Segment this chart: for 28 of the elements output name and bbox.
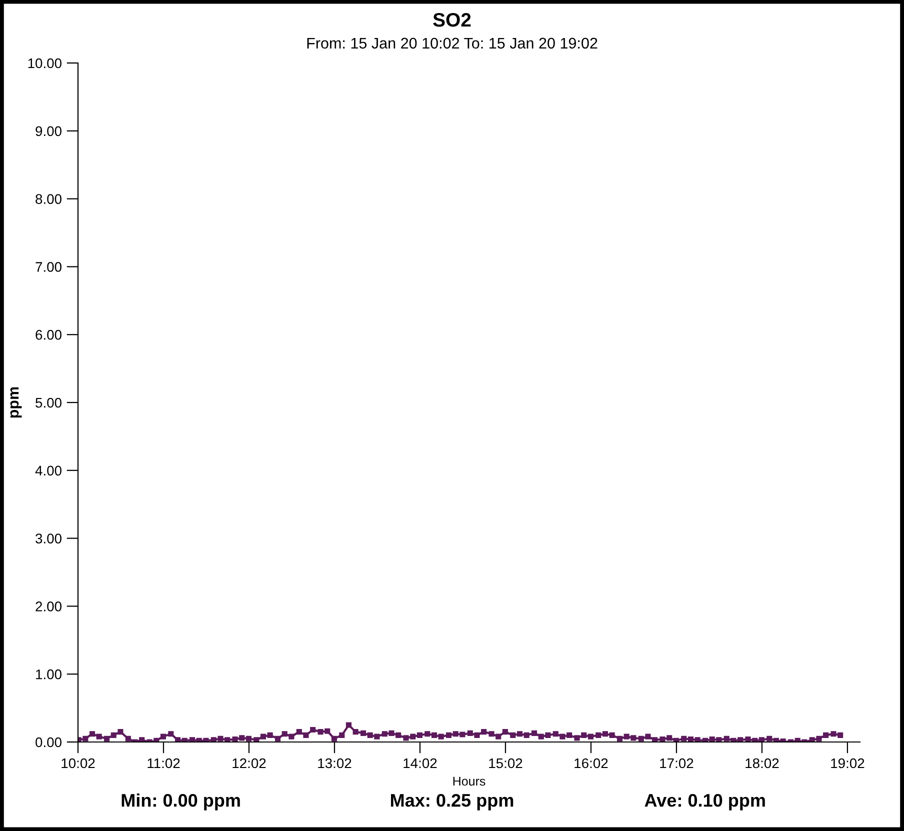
y-tick-label: 6.00 (36, 330, 62, 340)
y-tick-label: 5.00 (36, 398, 62, 408)
x-tick-label: 15:02 (489, 758, 522, 768)
y-tick-label: 10.00 (28, 58, 62, 68)
x-tick-label: 13:02 (318, 758, 352, 768)
x-tick-label: 16:02 (574, 758, 608, 768)
x-tick-label: 11:02 (148, 758, 180, 768)
y-tick-label: 0.00 (36, 737, 62, 748)
x-axis-title: Hours (453, 776, 486, 786)
y-tick-label: 1.00 (36, 669, 62, 680)
x-tick-label: 10:02 (62, 758, 95, 768)
text: Ave: 0.10 ppm (644, 794, 765, 810)
y-tick-label: 4.00 (35, 466, 62, 476)
y-axis-title: ppm (10, 387, 22, 418)
y-tick-label: 3.00 (36, 534, 62, 544)
x-tick-label: 17:02 (660, 758, 694, 768)
chart-subtitle: From: 15 Jan 20 10:02 To: 15 Jan 20 19:02 (307, 38, 598, 49)
x-tick-label: 19:02 (831, 758, 864, 768)
text: Min: 0.00 ppm (122, 794, 240, 810)
x-tick-label: 14:02 (404, 758, 437, 768)
chart-title: SO2 (433, 12, 471, 27)
x-tick-label: 18:02 (746, 758, 779, 768)
y-tick-label: 9.00 (36, 126, 62, 136)
y-tick-label: 2.00 (36, 602, 62, 612)
x-tick-label: 12:02 (232, 758, 266, 768)
y-tick-label: 7.00 (36, 262, 62, 272)
y-tick-label: 8.00 (36, 194, 62, 204)
text: Max: 0.25 ppm (391, 794, 514, 810)
